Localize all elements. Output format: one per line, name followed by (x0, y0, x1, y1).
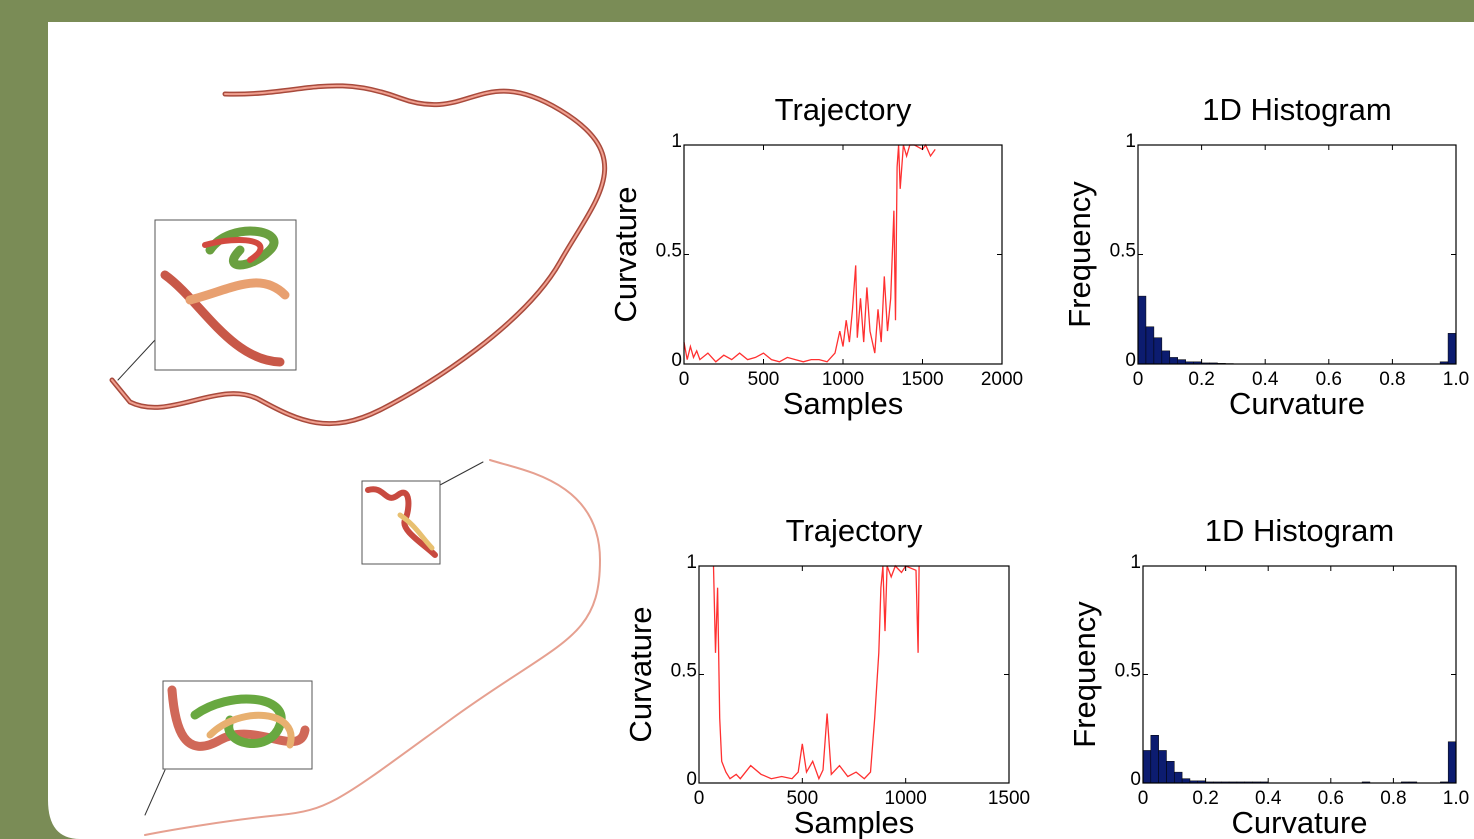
curvature-line (683, 143, 936, 363)
x-tick-label: 1000 (885, 788, 927, 809)
x-tick-label: 0 (1133, 369, 1144, 390)
x-tick-label: 500 (748, 369, 780, 390)
x-axis-label: Samples (783, 386, 904, 421)
y-axis-label: Curvature (608, 186, 643, 322)
x-tick-label: 0 (694, 788, 705, 809)
histogram-bar (1145, 326, 1155, 365)
histogram-bar (1161, 350, 1171, 365)
x-tick-label: 0 (1138, 788, 1149, 809)
x-axis-label: Samples (794, 805, 915, 839)
y-tick-label: 1 (671, 131, 682, 152)
x-tick-label: 0 (679, 369, 690, 390)
y-axis-label: Frequency (1067, 601, 1102, 748)
x-tick-label: 1500 (988, 788, 1030, 809)
y-tick-label: 0.5 (1110, 241, 1136, 262)
x-tick-label: 0.4 (1252, 369, 1279, 390)
chart-title: 1D Histogram (1205, 513, 1395, 548)
x-tick-label: 0.8 (1380, 788, 1406, 809)
y-axis-label: Curvature (623, 606, 658, 742)
y-tick-label: 0.5 (656, 241, 682, 262)
y-tick-label: 1 (1130, 552, 1141, 573)
x-tick-label: 1500 (901, 369, 943, 390)
x-tick-label: 500 (786, 788, 818, 809)
x-tick-label: 2000 (981, 369, 1023, 390)
histogram-bar (1137, 295, 1147, 365)
y-tick-label: 1 (686, 552, 697, 573)
histogram-bar (1169, 357, 1179, 365)
y-tick-label: 1 (1125, 131, 1136, 152)
x-tick-label: 0.6 (1318, 788, 1344, 809)
histogram-bar (1177, 359, 1186, 365)
x-tick-label: 1.0 (1443, 369, 1469, 390)
chart-title: Trajectory (775, 92, 912, 127)
x-tick-label: 1000 (822, 369, 864, 390)
curvature-line (712, 564, 920, 781)
y-tick-label: 0.5 (1115, 661, 1141, 682)
tube-renderings (109, 83, 608, 836)
x-tick-label: 0.6 (1316, 369, 1342, 390)
x-tick-label: 0.2 (1188, 369, 1214, 390)
histogram-bar (1181, 778, 1191, 784)
x-axis-label: Curvature (1229, 386, 1365, 421)
histogram-bar (1142, 750, 1152, 784)
histogram-bar (1153, 337, 1163, 365)
chart-title: 1D Histogram (1202, 92, 1392, 127)
slide-area (48, 22, 1474, 839)
x-tick-label: 0.2 (1192, 788, 1218, 809)
histogram-bar (1150, 735, 1159, 784)
y-tick-label: 0 (1125, 350, 1136, 371)
y-tick-label: 0.5 (671, 661, 697, 682)
histogram-bar (1447, 333, 1457, 365)
y-tick-label: 0 (686, 769, 697, 790)
histogram-bar (1447, 741, 1457, 784)
x-tick-label: 0.4 (1255, 788, 1282, 809)
y-tick-label: 0 (1130, 769, 1141, 790)
x-tick-label: 1.0 (1443, 788, 1469, 809)
chart-title: Trajectory (786, 513, 923, 548)
histogram-bar (1174, 771, 1183, 784)
y-axis-label: Frequency (1062, 181, 1097, 328)
x-axis-label: Curvature (1231, 805, 1367, 839)
x-tick-label: 0.8 (1379, 369, 1405, 390)
histogram-bar (1166, 761, 1175, 784)
y-tick-label: 0 (671, 350, 682, 371)
histogram-bar (1158, 750, 1167, 784)
